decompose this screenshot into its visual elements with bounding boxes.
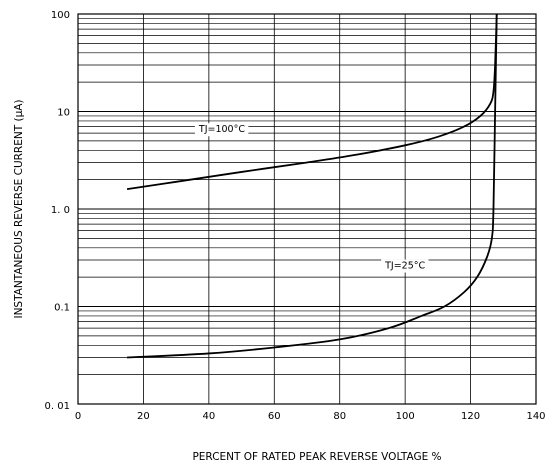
x-tick-label: 20: [137, 411, 150, 422]
x-axis-title: PERCENT OF RATED PEAK REVERSE VOLTAGE %: [192, 451, 441, 463]
x-tick-label: 140: [526, 411, 545, 422]
y-tick-label: 10: [57, 108, 70, 119]
annotations: TJ=100°C TJ=25°C: [194, 123, 429, 273]
series-line-tj-25c: [127, 13, 498, 359]
curve-label: TJ=100°C: [198, 124, 245, 135]
curve-label: TJ=25°C: [384, 261, 425, 272]
series-layer: [126, 13, 498, 359]
y-tick-label: 0. 01: [45, 401, 70, 412]
grid: [77, 14, 537, 405]
y-axis-title: INSTANTANEOUS REVERSE CURRENT (μA): [13, 99, 25, 318]
x-tick-label: 60: [268, 411, 281, 422]
curve-label-background: [194, 123, 249, 137]
y-tick-label: 1. 0: [51, 205, 70, 216]
x-tick-label: 0: [75, 411, 81, 422]
y-axis-ticks: 0. 01 0.1 1. 0 10 100: [45, 10, 70, 412]
x-tick-label: 120: [461, 411, 480, 422]
plot-frame: [77, 13, 537, 405]
y-tick-label: 100: [51, 10, 70, 21]
curve-label-background: [381, 259, 429, 273]
x-tick-label: 80: [333, 411, 346, 422]
x-axis-ticks: 0 20 40 60 80 100 120 140: [75, 411, 546, 422]
x-tick-label: 40: [202, 411, 215, 422]
x-tick-label: 100: [396, 411, 415, 422]
y-tick-label: 0.1: [54, 303, 70, 314]
series-line-tj-100c: [126, 13, 498, 190]
